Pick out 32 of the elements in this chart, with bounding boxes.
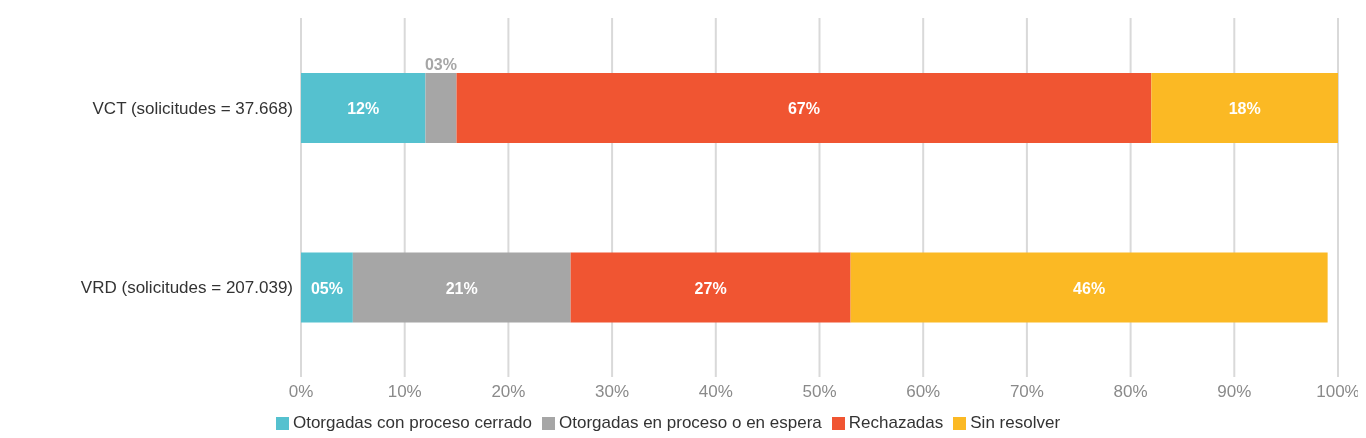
x-tick-label: 70% — [1009, 382, 1044, 402]
data-label: 03% — [424, 56, 458, 73]
data-label: 21% — [445, 279, 478, 297]
x-tick-label: 40% — [698, 382, 733, 402]
y-tick-label: VCT (solicitudes = 37.668) — [92, 98, 293, 118]
bar — [301, 73, 426, 143]
data-label: 18% — [1228, 100, 1261, 117]
y-tick-label: VRD (solicitudes = 207.039) — [80, 278, 293, 298]
legend-label: Otorgadas en proceso o en espera — [559, 413, 822, 432]
x-tick-label: 10% — [387, 382, 422, 402]
bar — [570, 252, 851, 323]
bar — [1151, 73, 1338, 143]
x-tick-label: 50% — [802, 382, 837, 402]
x-tick-label: 60% — [906, 382, 941, 402]
legend-label: Rechazadas — [848, 413, 944, 432]
bar — [301, 252, 353, 323]
data-label: 27% — [694, 279, 727, 297]
legend-label: Sin resolver — [970, 413, 1061, 432]
data-label: 46% — [1073, 279, 1106, 297]
bar — [352, 252, 571, 323]
x-tick-label: 90% — [1217, 382, 1252, 402]
bar — [456, 73, 1152, 143]
x-tick-label: 80% — [1113, 382, 1148, 402]
bar — [425, 73, 457, 143]
data-label: 67% — [787, 100, 820, 117]
bar — [850, 252, 1328, 323]
x-tick-label: 30% — [595, 382, 630, 402]
x-tick-label: 20% — [491, 382, 526, 402]
data-label: 12% — [347, 100, 380, 117]
data-label: 05% — [310, 279, 343, 297]
legend-label: Otorgadas con proceso cerrado — [292, 413, 533, 432]
x-tick-label: 0% — [288, 382, 314, 402]
